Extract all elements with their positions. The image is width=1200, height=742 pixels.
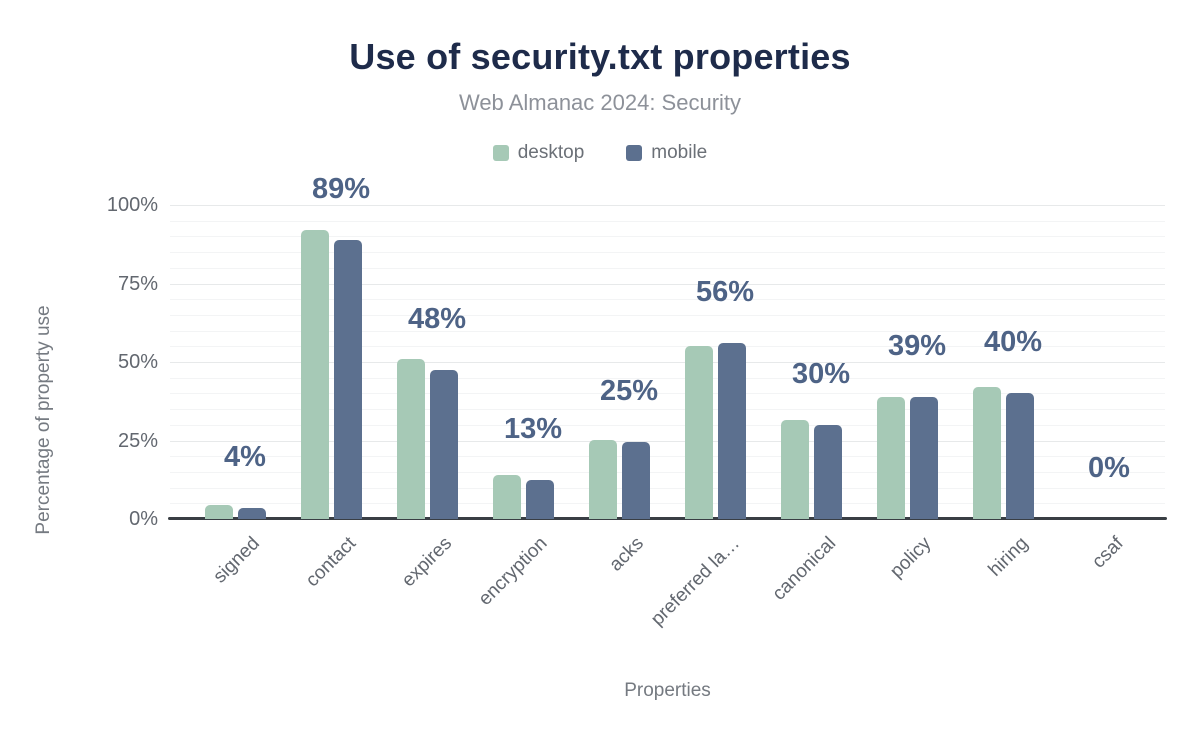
x-tick-label-contact: contact	[301, 533, 360, 592]
legend-label-desktop: desktop	[517, 142, 585, 163]
gridline	[170, 299, 1165, 301]
bar-value-label-contact: 89%	[311, 172, 371, 205]
bar-mobile-contact[interactable]	[333, 240, 362, 519]
bar-desktop-expires[interactable]	[396, 359, 425, 519]
gridline	[170, 346, 1165, 348]
bar-value-label-csaf: 0%	[1088, 452, 1130, 484]
legend-label-mobile: mobile	[651, 142, 708, 163]
bar-desktop-signed[interactable]	[204, 505, 233, 519]
y-tick-label-75: 75%	[117, 272, 158, 295]
gridline	[170, 330, 1165, 332]
x-tick-label-preferred-la: preferred la…	[646, 533, 744, 630]
gridline	[170, 220, 1165, 222]
bar-desktop-hiring[interactable]	[972, 387, 1001, 519]
bar-value-label-encryption: 13%	[503, 412, 563, 445]
legend-swatch-mobile	[626, 145, 643, 161]
bar-value-label-canonical: 30%	[791, 357, 851, 390]
x-tick-label-encryption: encryption	[475, 533, 552, 610]
bar-desktop-acks[interactable]	[588, 440, 617, 519]
gridline	[170, 456, 1165, 458]
bar-mobile-signed[interactable]	[237, 508, 266, 519]
bar-value-label-policy: 39%	[887, 329, 947, 362]
chart-subtitle: Web Almanac 2024: Security	[458, 90, 742, 115]
legend-item-desktop[interactable]: desktop	[492, 142, 585, 164]
gridline	[170, 362, 1165, 363]
bar-mobile-encryption[interactable]	[525, 480, 554, 519]
y-axis-title: Percentage of property use	[33, 305, 54, 535]
bar-desktop-canonical[interactable]	[780, 420, 809, 519]
x-axis-line	[168, 517, 1167, 520]
bar-desktop-contact[interactable]	[300, 230, 329, 519]
legend-item-mobile[interactable]: mobile	[626, 142, 707, 164]
gridline	[170, 314, 1165, 316]
y-tick-label-50: 50%	[117, 351, 158, 373]
x-tick-label-csaf: csaf	[1088, 533, 1128, 573]
bar-value-label-signed: 4%	[224, 440, 266, 473]
x-tick-label-canonical: canonical	[768, 533, 840, 605]
bar-mobile-acks[interactable]	[621, 442, 650, 519]
gridline	[170, 471, 1165, 473]
x-tick-label-hiring: hiring	[984, 533, 1032, 581]
gridline	[170, 236, 1165, 238]
bar-desktop-preferred-la[interactable]	[684, 346, 713, 519]
gridline	[170, 393, 1165, 395]
bar-mobile-canonical[interactable]	[813, 425, 842, 519]
gridline	[170, 252, 1165, 254]
y-tick-label-0: 0%	[129, 508, 158, 530]
x-axis-title: Properties	[624, 680, 711, 701]
x-tick-label-acks: acks	[605, 533, 648, 576]
gridline	[170, 377, 1165, 379]
x-tick-label-policy: policy	[886, 533, 936, 583]
y-tick-label-100: 100%	[106, 194, 158, 216]
bar-value-label-hiring: 40%	[983, 326, 1043, 359]
gridline	[170, 424, 1165, 426]
gridline	[170, 283, 1165, 285]
gridline	[170, 440, 1165, 442]
legend: desktop mobile	[0, 142, 1200, 164]
bar-value-label-expires: 48%	[407, 302, 467, 335]
bar-mobile-hiring[interactable]	[1005, 393, 1034, 519]
gridline	[170, 487, 1165, 489]
bar-mobile-expires[interactable]	[429, 370, 458, 519]
bar-mobile-preferred-la[interactable]	[717, 343, 746, 519]
chart-title: Use of security.txt properties	[349, 36, 851, 77]
bar-value-label-acks: 25%	[599, 375, 659, 408]
bar-mobile-policy[interactable]	[909, 397, 938, 519]
bar-desktop-policy[interactable]	[876, 397, 905, 519]
y-tick-label-25: 25%	[117, 429, 158, 452]
x-tick-label-signed: signed	[209, 533, 264, 588]
gridline	[170, 503, 1165, 505]
bar-value-label-preferred-la: 56%	[695, 276, 755, 309]
legend-swatch-desktop	[492, 145, 509, 161]
bar-desktop-encryption[interactable]	[492, 475, 521, 519]
gridline	[170, 267, 1165, 269]
gridline	[170, 205, 1165, 206]
x-tick-label-expires: expires	[397, 533, 456, 592]
gridline	[170, 409, 1165, 411]
